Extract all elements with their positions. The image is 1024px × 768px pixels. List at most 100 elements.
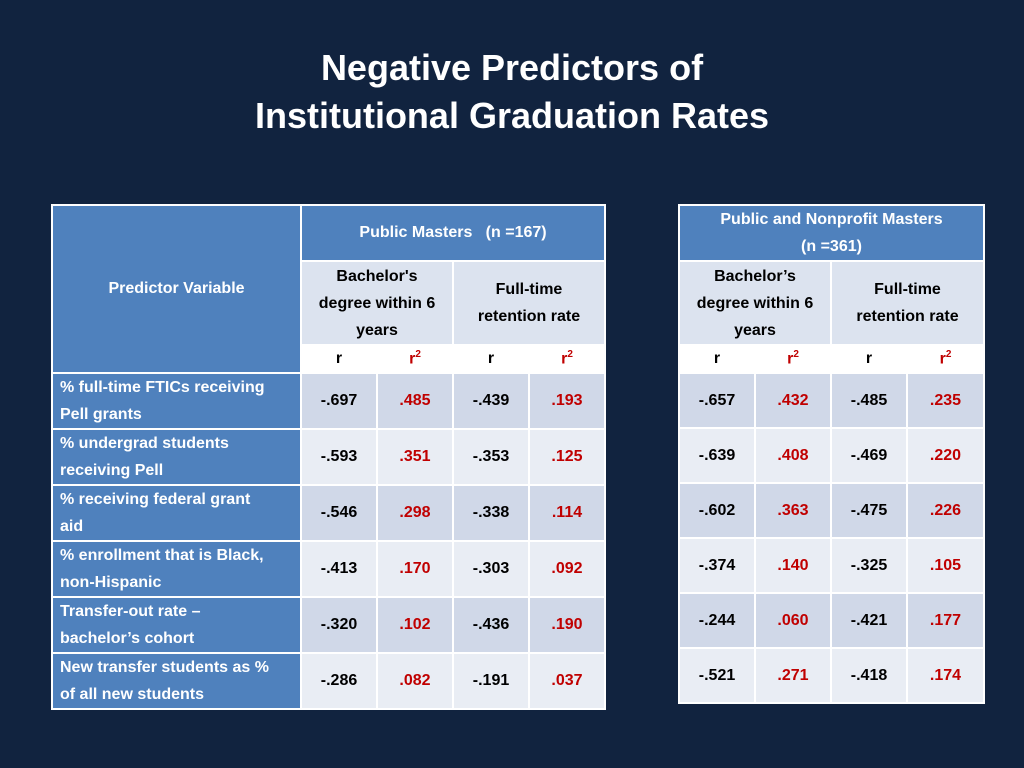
retention-rate-header: Full-time retention rate — [830, 260, 985, 346]
predictor-line2: receiving Pell — [60, 462, 164, 479]
table-row: -.657.432 -.485.235 — [678, 372, 985, 429]
predictor-cell: % enrollment that is Black, non-Hispanic — [51, 540, 302, 598]
predictor-variable-header: Predictor Variable — [51, 204, 302, 374]
predictor-line2: aid — [60, 518, 84, 535]
table-row: -.602.363 -.475.226 — [678, 482, 985, 539]
bachelor-r-value: -.546 — [300, 484, 378, 542]
retention-r2-value: .190 — [528, 596, 606, 654]
r2-header: r2 — [754, 344, 832, 374]
table-row: Transfer-out rate – bachelor’s cohort -.32… — [51, 596, 606, 654]
bachelor-r-value: -.639 — [678, 427, 756, 484]
bachelor-r-value: -.602 — [678, 482, 756, 539]
table-row: New transfer students as % of all new stu… — [51, 652, 606, 710]
bachelor-r2-value: .060 — [754, 592, 832, 649]
bachelor-header-line2: degree within 6 — [696, 294, 814, 312]
bachelor-r2-value: .485 — [376, 372, 454, 430]
bachelor-r2-value: .408 — [754, 427, 832, 484]
predictor-line2: of all new students — [60, 686, 205, 703]
predictor-cell: % receiving federal grant aid — [51, 484, 302, 542]
public-nonprofit-masters-table: Public and Nonprofit Masters (n =361) Ba… — [678, 204, 985, 704]
retention-r2-value: .177 — [906, 592, 985, 649]
bachelor-header-line3: years — [734, 321, 776, 339]
r-header: r — [300, 344, 378, 374]
bachelor-header-line2: degree within 6 — [318, 294, 436, 312]
bachelor-r2-value: .351 — [376, 428, 454, 486]
bachelor-r-value: -.320 — [300, 596, 378, 654]
retention-r-value: -.439 — [452, 372, 530, 430]
bachelor-r2-value: .298 — [376, 484, 454, 542]
bachelor-r2-value: .432 — [754, 372, 832, 429]
retention-r-value: -.469 — [830, 427, 908, 484]
retention-r2-value: .226 — [906, 482, 985, 539]
bachelor-r2-value: .102 — [376, 596, 454, 654]
retention-r-value: -.421 — [830, 592, 908, 649]
retention-r2-value: .092 — [528, 540, 606, 598]
retention-r2-value: .125 — [528, 428, 606, 486]
r2-header: r2 — [376, 344, 454, 374]
bachelor-r2-value: .082 — [376, 652, 454, 710]
group-header-row: Predictor Variable Public Masters (n =16… — [51, 204, 606, 374]
r2-header: r2 — [528, 344, 606, 374]
r-header-row: r r2 r r2 — [678, 344, 985, 374]
table-row: % undergrad students receiving Pell -.593.… — [51, 428, 606, 486]
retention-r2-value: .114 — [528, 484, 606, 542]
bachelor-degree-header: Bachelor’s degree within 6 years — [678, 260, 832, 346]
public-nonprofit-title-line2: (n =361) — [801, 238, 862, 255]
predictor-line1: % undergrad students — [60, 435, 229, 452]
retention-r2-value: .037 — [528, 652, 606, 710]
retention-r2-value: .220 — [906, 427, 985, 484]
measure-header-row: Bachelor's degree within 6 years Full-ti… — [52, 260, 606, 346]
predictor-line1: % enrollment that is Black, — [60, 547, 264, 564]
retention-r-value: -.303 — [452, 540, 530, 598]
r-header: r — [830, 344, 908, 374]
predictor-cell: % full-time FTICs receiving Pell grants — [51, 372, 302, 430]
retention-header-line2: retention rate — [477, 308, 581, 325]
bachelor-r-value: -.657 — [678, 372, 756, 429]
retention-r-value: -.325 — [830, 537, 908, 594]
bachelor-r-value: -.521 — [678, 647, 756, 704]
retention-r2-value: .235 — [906, 372, 985, 429]
predictor-cell: Transfer-out rate – bachelor’s cohort — [51, 596, 302, 654]
retention-r2-value: .193 — [528, 372, 606, 430]
bachelor-r-value: -.413 — [300, 540, 378, 598]
retention-r-value: -.191 — [452, 652, 530, 710]
predictor-cell: % undergrad students receiving Pell — [51, 428, 302, 486]
table-row: -.374.140 -.325.105 — [678, 537, 985, 594]
bachelor-r-value: -.286 — [300, 652, 378, 710]
predictor-line2: bachelor’s cohort — [60, 630, 195, 647]
slide-title-line1: Negative Predictors of — [320, 47, 704, 88]
bachelor-header-line3: years — [356, 321, 398, 339]
retention-rate-header: Full-time retention rate — [452, 260, 606, 346]
retention-r2-value: .105 — [906, 537, 985, 594]
bachelor-r-value: -.374 — [678, 537, 756, 594]
table-row: % enrollment that is Black, non-Hispanic -… — [51, 540, 606, 598]
retention-r-value: -.475 — [830, 482, 908, 539]
table-row: -.244.060 -.421.177 — [678, 592, 985, 649]
table-row: -.639.408 -.469.220 — [678, 427, 985, 484]
bachelor-r-value: -.244 — [678, 592, 756, 649]
retention-r-value: -.353 — [452, 428, 530, 486]
retention-header-line1: Full-time — [874, 281, 941, 298]
retention-header-line2: retention rate — [856, 308, 959, 325]
retention-r-value: -.338 — [452, 484, 530, 542]
public-masters-header: Public Masters (n =167) — [300, 204, 606, 262]
r-header: r — [452, 344, 530, 374]
public-nonprofit-title-line1: Public and Nonprofit Masters — [720, 211, 943, 228]
predictor-line2: Pell grants — [60, 406, 142, 423]
bachelor-r2-value: .140 — [754, 537, 832, 594]
predictor-line1: Transfer-out rate – — [60, 603, 201, 620]
slide-title-line2: Institutional Graduation Rates — [254, 95, 770, 136]
bachelor-r2-value: .271 — [754, 647, 832, 704]
predictor-cell: New transfer students as % of all new stu… — [51, 652, 302, 710]
measure-header-row: Bachelor’s degree within 6 years Full-ti… — [678, 260, 985, 346]
predictor-line1: New transfer students as % — [60, 659, 269, 676]
predictor-line1: % receiving federal grant — [60, 491, 251, 508]
bachelor-header-line1: Bachelor’s — [714, 267, 796, 285]
public-masters-table: Predictor Variable Public Masters (n =16… — [51, 204, 606, 710]
public-masters-title: Public Masters (n =167) — [359, 224, 547, 241]
retention-r-value: -.436 — [452, 596, 530, 654]
retention-r-value: -.418 — [830, 647, 908, 704]
group-header-row: Public and Nonprofit Masters (n =361) — [678, 204, 985, 262]
bachelor-r-value: -.593 — [300, 428, 378, 486]
bachelor-r-value: -.697 — [300, 372, 378, 430]
